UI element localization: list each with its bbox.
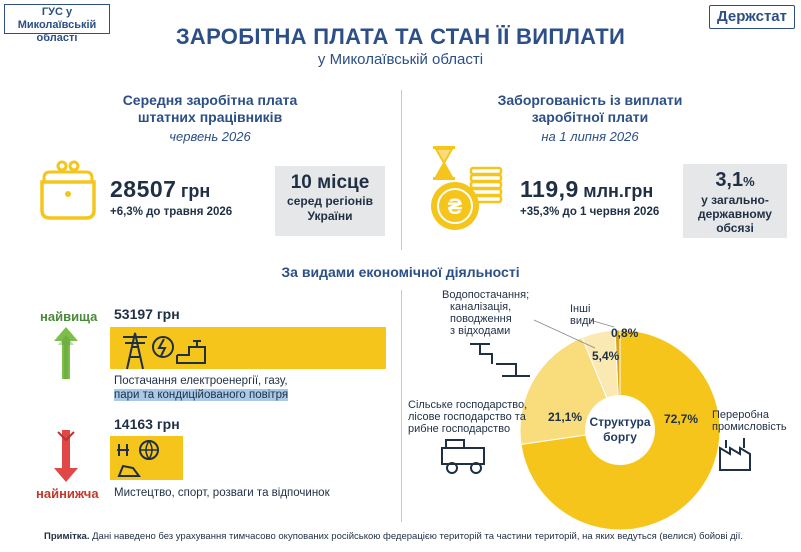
- highest-label: найвища: [40, 309, 98, 324]
- slice-label-other: 0,8%: [611, 326, 639, 340]
- other-label-1: Інші: [570, 303, 590, 315]
- salary-date: червень 2026: [169, 129, 251, 144]
- salary-change: +6,3% до травня 2026: [110, 206, 233, 218]
- lowest-activity-label: Мистецтво, спорт, розваги та відпочинок: [114, 487, 330, 499]
- salary-rank-badge: 10 місце серед регіонів України: [275, 166, 385, 236]
- chart-center-line2: боргу: [603, 430, 637, 444]
- agri-label-2: лісове господарство та: [408, 411, 527, 423]
- sport-icon: [117, 440, 159, 477]
- arrears-change: +35,3% до 1 червня 2026: [520, 206, 660, 218]
- slice-label-agriculture: 21,1%: [548, 410, 582, 424]
- factory-icon: [719, 438, 751, 471]
- chart-center-line1: Структура: [589, 415, 650, 429]
- highest-bar: [110, 327, 386, 369]
- manufacturing-label-1: Переробна: [712, 409, 770, 421]
- arrears-value: 119,9 млн.грн: [520, 176, 654, 202]
- water-label-3: поводження: [450, 313, 512, 325]
- arrow-down-icon: [54, 430, 78, 482]
- slice-label-water: 5,4%: [592, 349, 620, 363]
- slice-label-manufacturing: 72,7%: [664, 412, 698, 426]
- highest-activity-label: Постачання електроенергії, газу, пари та…: [114, 375, 289, 401]
- org-badge: ГУС у Миколаївській області: [4, 4, 110, 44]
- lowest-label: найнижча: [36, 486, 99, 501]
- arrow-up-icon: [54, 327, 78, 379]
- manufacturing-label-2: промисловість: [712, 421, 787, 433]
- page-subtitle: у Миколаївській області: [317, 51, 484, 68]
- agri-label-3: рибне господарство: [408, 423, 510, 435]
- water-label-4: з відходами: [450, 325, 510, 337]
- hourglass-coins-icon: ₴: [431, 146, 503, 230]
- wallet-icon: [40, 160, 96, 220]
- salary-value: 28507 грн: [110, 176, 211, 202]
- water-label-1: Водопостачання;: [442, 289, 529, 301]
- lowest-value: 14163 грн: [114, 416, 180, 432]
- other-label-2: види: [570, 315, 595, 327]
- water-label-2: каналізація,: [450, 301, 511, 313]
- svg-text:₴: ₴: [448, 194, 463, 219]
- footer-note: Примітка. Дані наведено без урахування т…: [44, 531, 744, 542]
- debt-structure-chart: Структура боргу 72,7% 21,1% 5,4% 0,8% Во…: [408, 289, 787, 530]
- water-pipe-icon: [470, 343, 530, 377]
- salary-heading: Середня заробітна плата штатних працівни…: [122, 92, 298, 125]
- section-divider-lower: [401, 290, 402, 522]
- highest-value: 53197 грн: [114, 306, 180, 322]
- tractor-icon: [441, 439, 485, 474]
- page-title: ЗАРОБІТНА ПЛАТА ТА СТАН ЇЇ ВИПЛАТИ: [175, 24, 626, 49]
- arrears-heading: Заборгованість із виплати заробітної пла…: [497, 92, 683, 125]
- agri-label-1: Сільське господарство,: [408, 399, 527, 411]
- activities-heading: За видами економічної діяльності: [281, 264, 520, 280]
- section-divider: [401, 90, 402, 250]
- derzhstat-logo: Держстат: [709, 5, 795, 29]
- power-line-icon: [123, 332, 206, 370]
- arrears-date: на 1 липня 2026: [541, 129, 639, 144]
- arrears-share-badge: 3,1% у загально- державному обсязі: [683, 164, 787, 238]
